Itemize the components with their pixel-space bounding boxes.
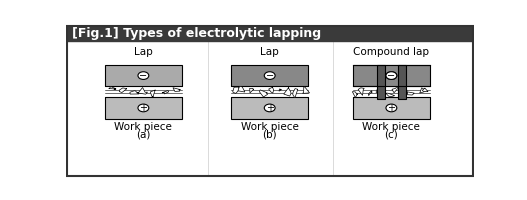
Polygon shape: [358, 88, 364, 95]
Polygon shape: [250, 88, 254, 93]
Text: (a): (a): [136, 129, 151, 139]
Bar: [353, 86, 430, 97]
Polygon shape: [376, 88, 382, 94]
Text: −: −: [387, 71, 395, 81]
Text: Lap: Lap: [260, 47, 279, 57]
Text: −: −: [139, 71, 148, 81]
Ellipse shape: [264, 104, 275, 112]
Ellipse shape: [138, 104, 149, 112]
Text: Work piece: Work piece: [363, 122, 421, 132]
Polygon shape: [259, 90, 268, 97]
Polygon shape: [422, 88, 428, 92]
Text: Work piece: Work piece: [241, 122, 299, 132]
Text: Compound lap: Compound lap: [354, 47, 430, 57]
Polygon shape: [419, 88, 425, 93]
Polygon shape: [162, 91, 169, 94]
Text: Work piece: Work piece: [114, 122, 172, 132]
Polygon shape: [353, 92, 358, 98]
Ellipse shape: [264, 72, 275, 79]
Polygon shape: [136, 87, 148, 94]
Polygon shape: [109, 87, 116, 90]
Polygon shape: [238, 86, 245, 92]
Polygon shape: [302, 87, 309, 93]
Bar: [105, 86, 182, 97]
Text: [Fig.1] Types of electrolytic lapping: [Fig.1] Types of electrolytic lapping: [72, 27, 321, 40]
Polygon shape: [407, 92, 414, 95]
Ellipse shape: [386, 72, 397, 79]
Text: −: −: [387, 71, 395, 81]
Polygon shape: [402, 87, 407, 92]
Polygon shape: [119, 88, 127, 93]
Polygon shape: [233, 87, 240, 93]
Bar: [105, 97, 182, 119]
Polygon shape: [173, 88, 180, 91]
Polygon shape: [386, 93, 395, 97]
Text: +: +: [139, 103, 148, 113]
Polygon shape: [368, 91, 372, 96]
Ellipse shape: [386, 72, 397, 79]
Bar: [397, 65, 406, 99]
Bar: [231, 86, 308, 97]
Polygon shape: [279, 89, 281, 91]
Polygon shape: [293, 89, 298, 98]
Polygon shape: [379, 89, 386, 95]
Bar: [385, 65, 397, 86]
Polygon shape: [150, 90, 155, 97]
Bar: [105, 65, 182, 86]
Polygon shape: [269, 87, 274, 93]
Text: (b): (b): [262, 129, 277, 139]
Bar: [353, 97, 430, 119]
Polygon shape: [392, 87, 398, 93]
Bar: [377, 65, 385, 99]
Bar: [353, 65, 430, 86]
Text: +: +: [387, 103, 395, 113]
Bar: [231, 65, 308, 86]
Ellipse shape: [138, 72, 149, 79]
Bar: [67, 26, 473, 41]
Bar: [231, 97, 308, 119]
Polygon shape: [284, 87, 291, 96]
Text: Lap: Lap: [134, 47, 153, 57]
Ellipse shape: [386, 104, 397, 112]
Text: +: +: [266, 103, 274, 113]
Text: (c): (c): [385, 129, 398, 139]
Polygon shape: [130, 91, 139, 94]
Text: −: −: [266, 71, 274, 81]
